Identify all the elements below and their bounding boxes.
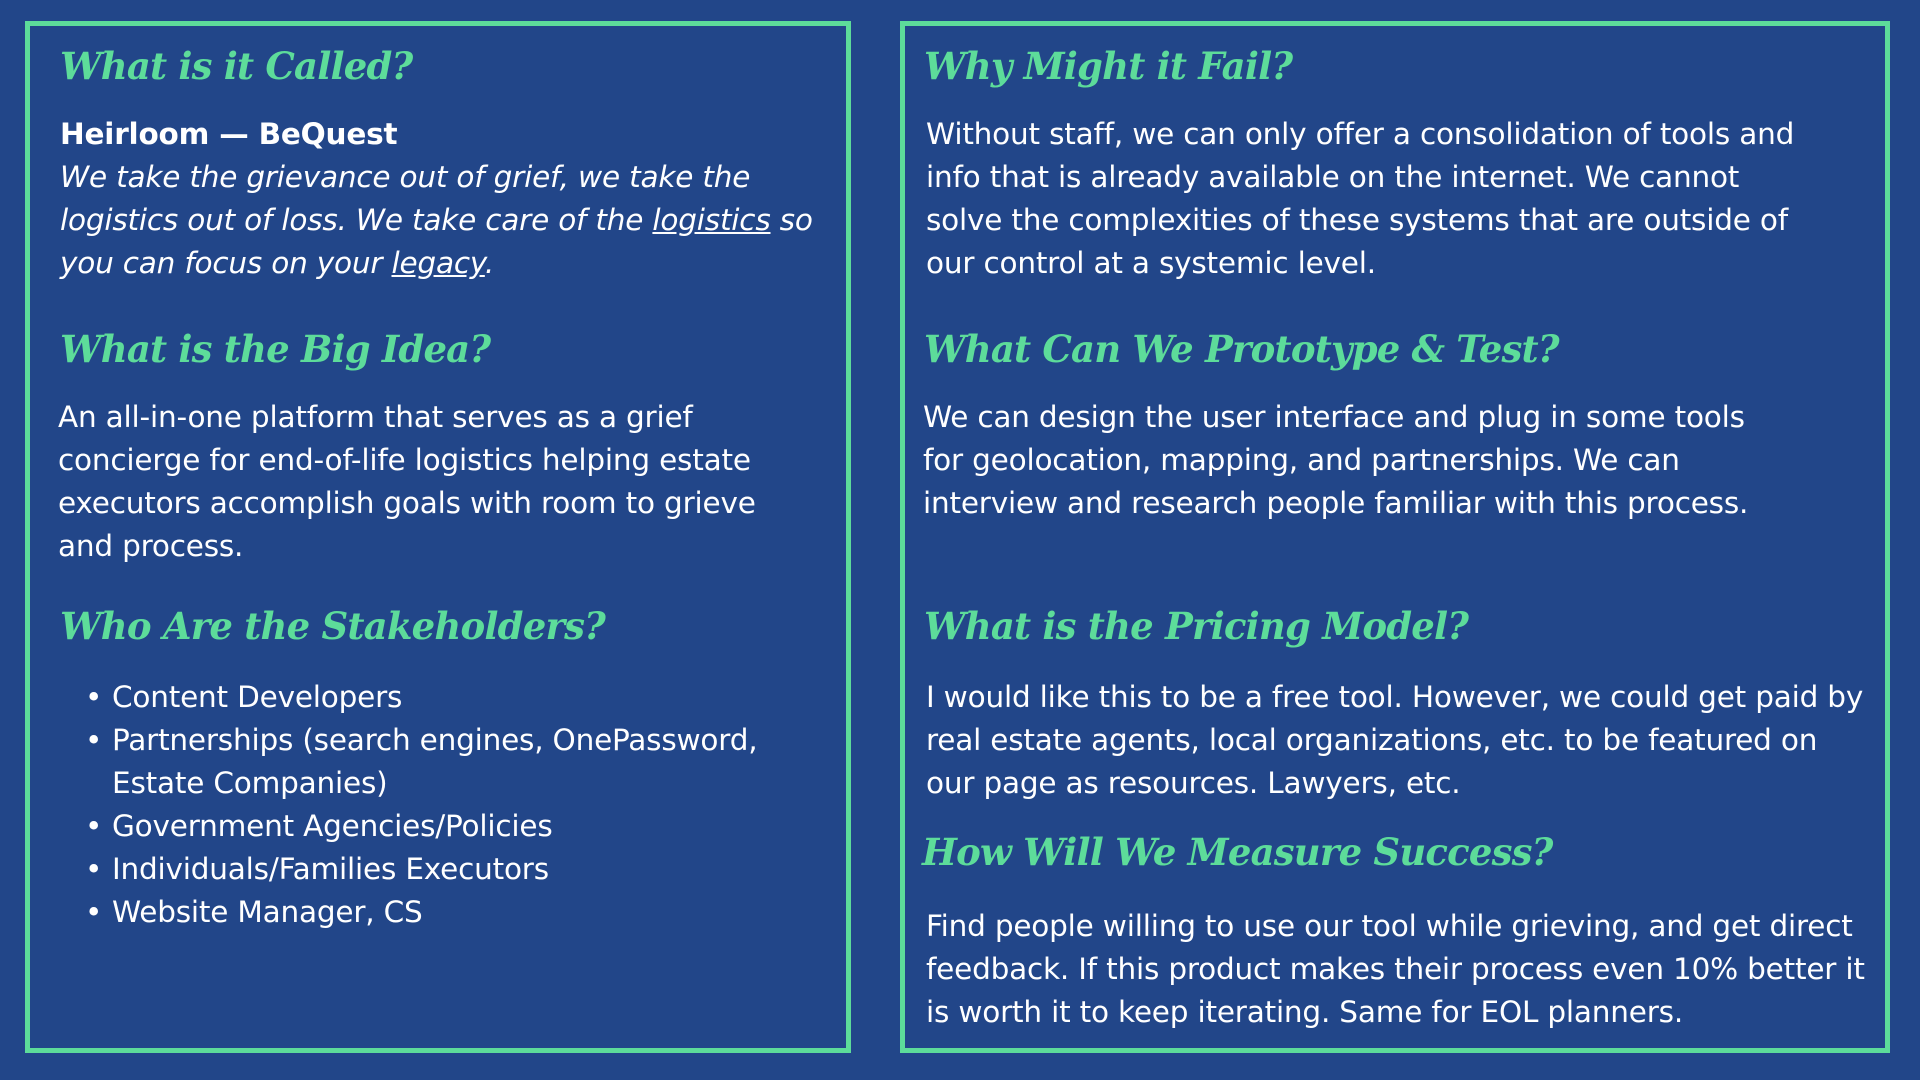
heading-prototype-test: What Can We Prototype & Test?: [924, 327, 1560, 371]
list-item: • Partnerships (search engines, OnePasswo…: [85, 723, 758, 800]
right-panel: [900, 21, 1890, 1053]
prototype-text: We can design the user interface and plu…: [923, 400, 1749, 520]
list-item: • Content Developers: [85, 680, 403, 714]
called-section-body: Heirloom — BeQuest We take the grievance…: [60, 113, 830, 285]
tagline-legacy-link: legacy: [391, 246, 485, 280]
heading-pricing-model: What is the Pricing Model?: [924, 604, 1469, 648]
stakeholders-list: • Content Developers • Partnerships (searc…: [60, 676, 820, 934]
product-tagline: We take the grievance out of grief, we t…: [60, 156, 830, 285]
list-item: • Individuals/Families Executors: [85, 852, 549, 886]
left-panel: [25, 21, 851, 1053]
fail-text: Without staff, we can only offer a conso…: [926, 117, 1795, 280]
big-idea-text: An all-in-one platform that serves as a …: [58, 400, 756, 563]
heading-measure-success: How Will We Measure Success?: [922, 830, 1553, 874]
pricing-text: I would like this to be a free tool. How…: [926, 680, 1864, 800]
product-name: Heirloom — BeQuest: [60, 117, 398, 151]
heading-what-is-it-called: What is it Called?: [60, 44, 413, 88]
list-item: • Government Agencies/Policies: [85, 809, 553, 843]
heading-big-idea: What is the Big Idea?: [60, 327, 491, 371]
tagline-logistics-link: logistics: [652, 203, 771, 237]
tagline-part-2: so you can focus on your: [60, 203, 813, 280]
tagline-part-1: We take the grievance out of grief, we t…: [60, 160, 751, 237]
heading-stakeholders: Who Are the Stakeholders?: [60, 604, 606, 648]
tagline-end: .: [484, 246, 495, 280]
heading-why-might-it-fail: Why Might it Fail?: [924, 44, 1293, 88]
list-item: • Website Manager, CS: [85, 895, 423, 929]
success-text: Find people willing to use our tool whil…: [926, 909, 1865, 1029]
